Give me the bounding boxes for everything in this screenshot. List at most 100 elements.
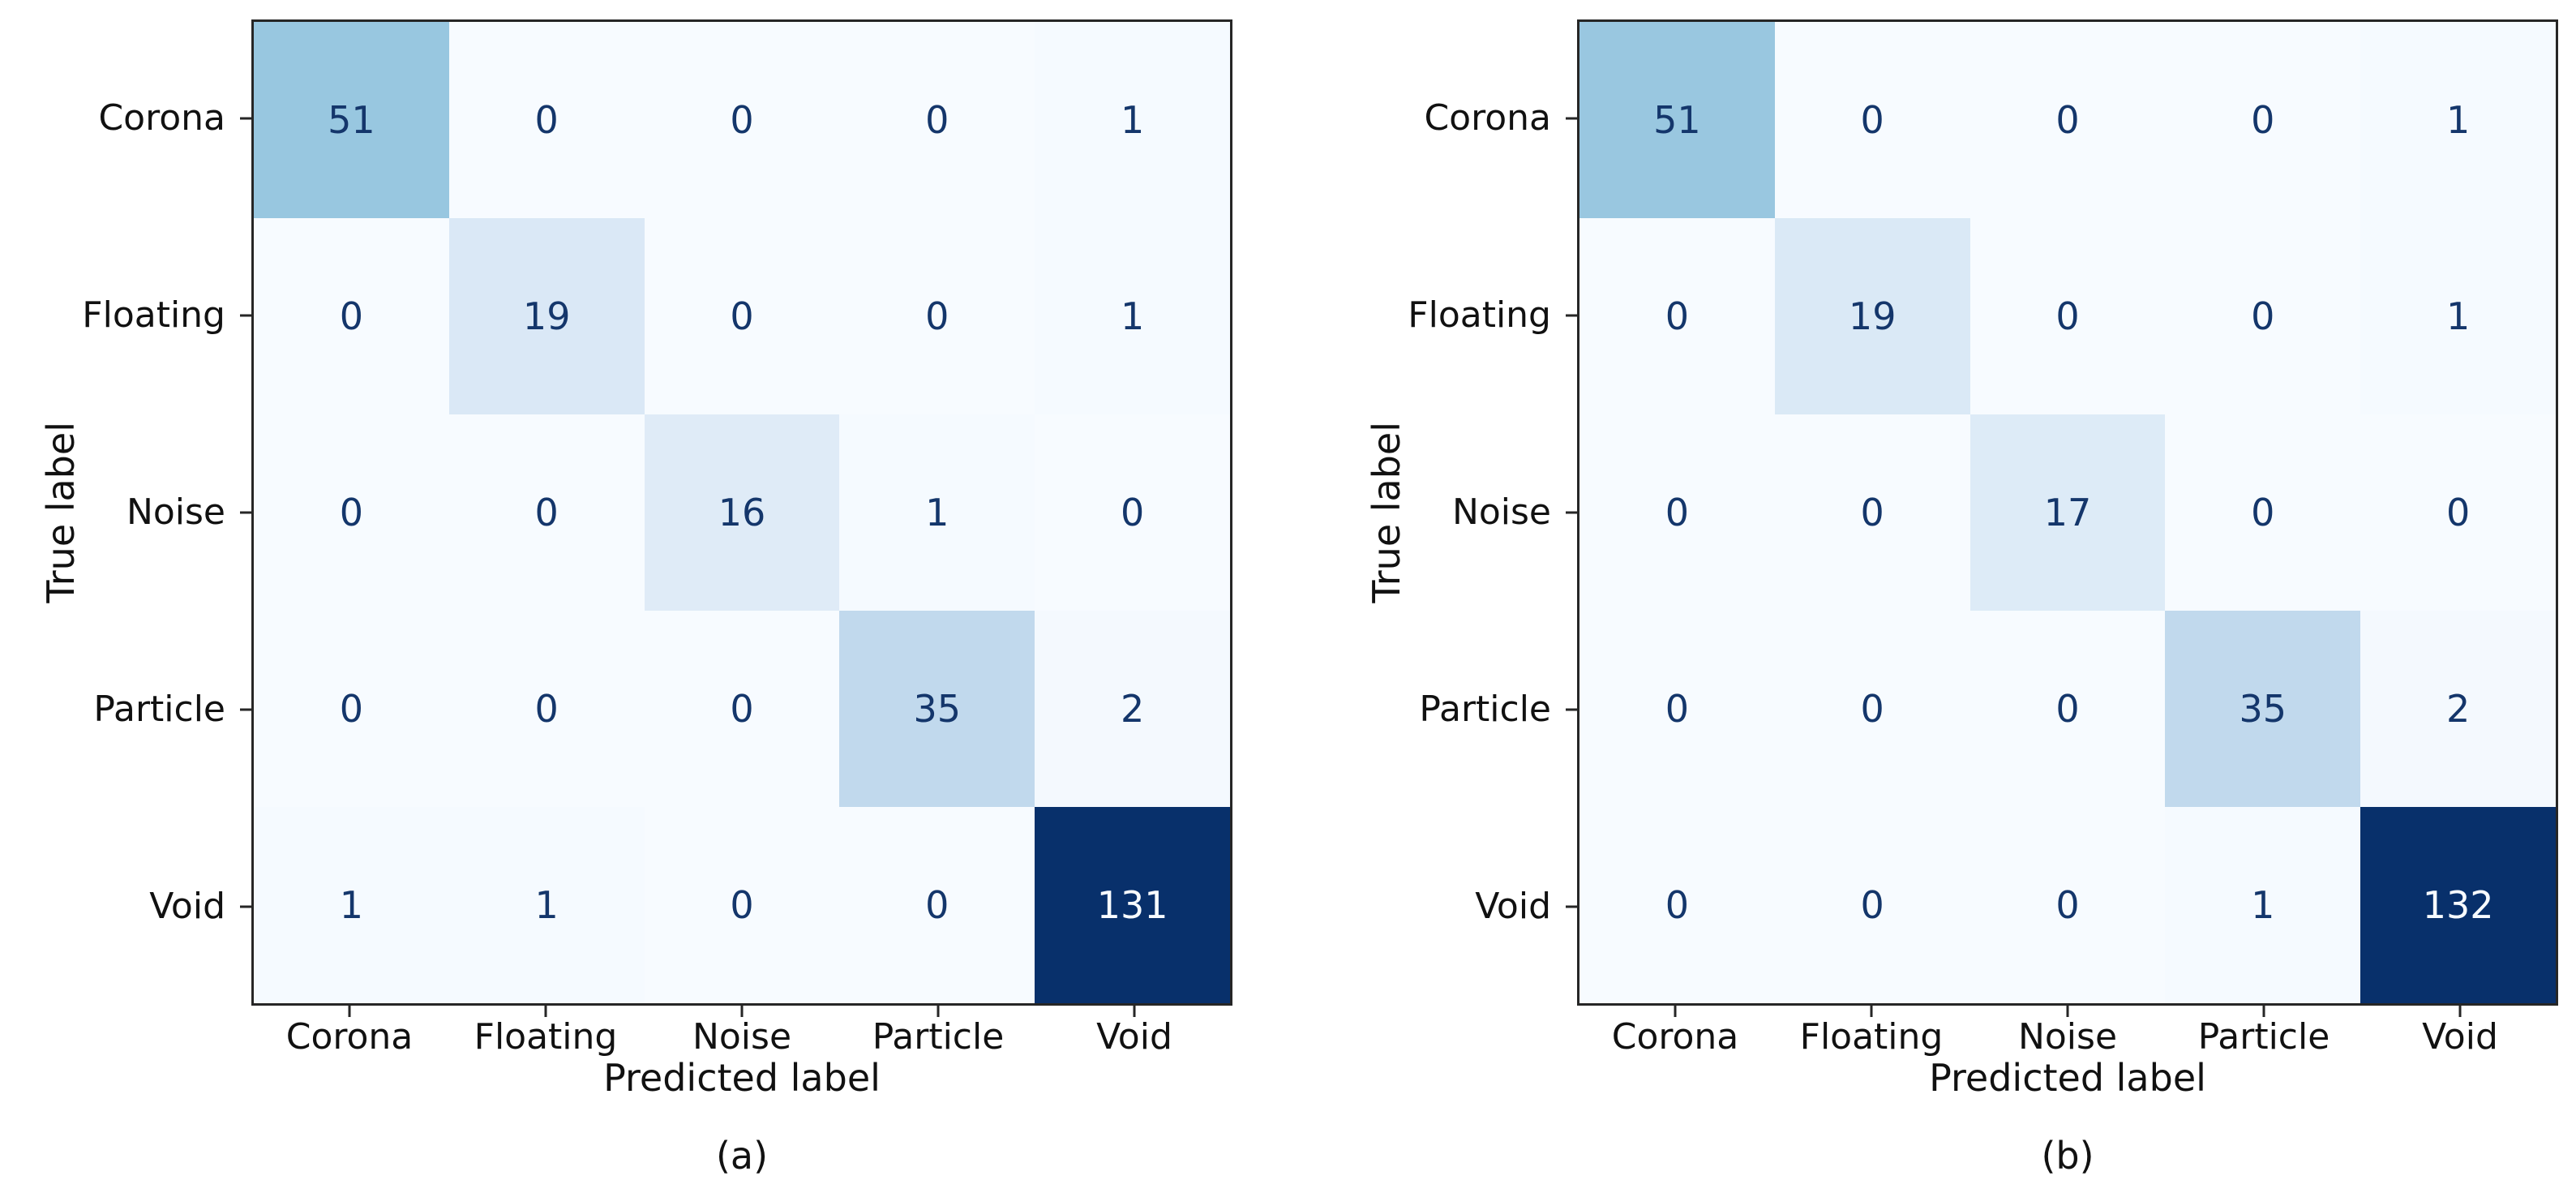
- x-tick-mark: [2066, 1006, 2069, 1017]
- matrix-cell: 0: [644, 22, 840, 218]
- x-tick-mark: [1133, 1006, 1136, 1017]
- y-tick-label: Particle: [1419, 689, 1551, 731]
- x-tick-mark: [2458, 1006, 2462, 1017]
- y-tick-label: Noise: [126, 491, 225, 533]
- y-tick-mark: [1566, 905, 1577, 908]
- x-tick-label: Floating: [1799, 1016, 1944, 1058]
- heatmap-matrix-a: 51 0 0 0 1 0 19 0 0 1 0 0 16 1 0 0 0 0 35 2 1 1 0 0 131: [251, 19, 1232, 1006]
- matrix-cell: 35: [2165, 611, 2361, 807]
- y-tick-mark: [240, 511, 251, 514]
- matrix-cell: 51: [254, 22, 449, 218]
- matrix-cell: 0: [1579, 218, 1775, 414]
- matrix-cell: 0: [1970, 807, 2166, 1003]
- matrix-cell: 0: [2165, 22, 2361, 218]
- x-tick-label: Particle: [872, 1016, 1005, 1058]
- x-tick-label: Noise: [2017, 1016, 2118, 1058]
- confusion-matrix-panel-b: True label Corona Floating Noise Particle Vo…: [1358, 19, 2558, 1193]
- x-tick-mark: [740, 1006, 744, 1017]
- matrix-cell: 1: [254, 807, 449, 1003]
- matrix-cell: 0: [1579, 414, 1775, 611]
- y-tick-label: Corona: [98, 97, 225, 139]
- y-tick-mark: [1566, 117, 1577, 120]
- matrix-cell: 0: [839, 22, 1035, 218]
- matrix-cell: 0: [1774, 611, 1970, 807]
- x-tick-mark: [1870, 1006, 1873, 1017]
- x-tick-mark: [2262, 1006, 2265, 1017]
- x-tick-label: Void: [2422, 1016, 2498, 1058]
- x-tick-labels: Corona Floating Noise Particle Void: [1577, 1006, 2558, 1058]
- matrix-cell: 0: [644, 218, 840, 414]
- matrix-cell: 0: [2165, 218, 2361, 414]
- matrix-cell: 1: [1035, 22, 1230, 218]
- matrix-cell: 1: [1035, 218, 1230, 414]
- matrix-cell: 35: [839, 611, 1035, 807]
- y-axis-title-text: True label: [1365, 422, 1408, 603]
- y-tick-mark: [1566, 314, 1577, 317]
- x-tick-label: Void: [1096, 1016, 1172, 1058]
- y-tick-mark: [1566, 511, 1577, 514]
- matrix-cell: 0: [254, 218, 449, 414]
- y-tick-label: Void: [149, 886, 225, 928]
- matrix-cell: 0: [448, 22, 645, 218]
- y-tick-mark: [240, 117, 251, 120]
- y-tick-mark: [240, 314, 251, 317]
- matrix-cell: 0: [1579, 807, 1775, 1003]
- y-tick-mark: [240, 905, 251, 908]
- x-tick-mark: [937, 1006, 940, 1017]
- matrix-cell: 0: [1774, 22, 1970, 218]
- matrix-cell: 0: [644, 611, 840, 807]
- matrix-cell: 0: [1774, 414, 1970, 611]
- y-tick-labels: Corona Floating Noise Particle Void: [82, 19, 251, 1006]
- x-tick-label: Corona: [285, 1016, 414, 1058]
- matrix-cell: 19: [448, 218, 645, 414]
- matrix-cell: 17: [1970, 414, 2166, 611]
- x-tick-label: Noise: [692, 1016, 792, 1058]
- x-tick-label: Floating: [474, 1016, 618, 1058]
- matrix-cell: 2: [2360, 611, 2556, 807]
- matrix-cell: 1: [839, 414, 1035, 611]
- matrix-cell: 0: [1579, 611, 1775, 807]
- y-tick-label: Floating: [82, 294, 225, 336]
- y-tick-labels: Corona Floating Noise Particle Void: [1408, 19, 1577, 1006]
- matrix-cell: 1: [2360, 22, 2556, 218]
- matrix-cell: 1: [2360, 218, 2556, 414]
- matrix-cell: 0: [254, 414, 449, 611]
- heatmap-matrix-b: 51 0 0 0 1 0 19 0 0 1 0 0 17 0 0 0 0 0 35 2 0 0 0 1 132: [1577, 19, 2558, 1006]
- y-tick-mark: [240, 708, 251, 711]
- y-tick-label: Floating: [1408, 294, 1551, 336]
- x-tick-labels: Corona Floating Noise Particle Void: [251, 1006, 1232, 1058]
- matrix-cell: 16: [644, 414, 840, 611]
- x-tick-label: Corona: [1611, 1016, 1739, 1058]
- matrix-cell: 51: [1579, 22, 1775, 218]
- matrix-cell: 0: [2360, 414, 2556, 611]
- y-tick-mark: [1566, 708, 1577, 711]
- matrix-cell: 132: [2360, 807, 2556, 1003]
- subfigure-caption-b: (b): [2041, 1134, 2094, 1178]
- matrix-cell: 0: [1774, 807, 1970, 1003]
- matrix-cell: 0: [839, 807, 1035, 1003]
- y-axis-title-text: True label: [39, 422, 83, 603]
- x-axis-title: Predicted label: [1929, 1056, 2206, 1100]
- x-tick-mark: [544, 1006, 547, 1017]
- y-tick-label: Particle: [93, 689, 225, 731]
- matrix-cell: 1: [448, 807, 645, 1003]
- matrix-cell: 0: [1035, 414, 1230, 611]
- x-tick-label: Particle: [2197, 1016, 2330, 1058]
- matrix-cell: 0: [448, 611, 645, 807]
- subfigure-caption-a: (a): [715, 1134, 769, 1178]
- matrix-cell: 131: [1035, 807, 1230, 1003]
- x-tick-mark: [1674, 1006, 1677, 1017]
- matrix-cell: 0: [254, 611, 449, 807]
- x-tick-mark: [348, 1006, 351, 1017]
- matrix-cell: 0: [1970, 218, 2166, 414]
- y-axis-title: True label: [1358, 19, 1415, 1006]
- y-tick-label: Noise: [1451, 491, 1551, 533]
- confusion-matrix-panel-a: True label Corona Floating Noise Particle Vo…: [32, 19, 1232, 1193]
- matrix-cell: 2: [1035, 611, 1230, 807]
- matrix-cell: 19: [1774, 218, 1970, 414]
- y-axis-title: True label: [32, 19, 89, 1006]
- matrix-cell: 0: [1970, 611, 2166, 807]
- matrix-cell: 0: [1970, 22, 2166, 218]
- x-axis-title: Predicted label: [603, 1056, 881, 1100]
